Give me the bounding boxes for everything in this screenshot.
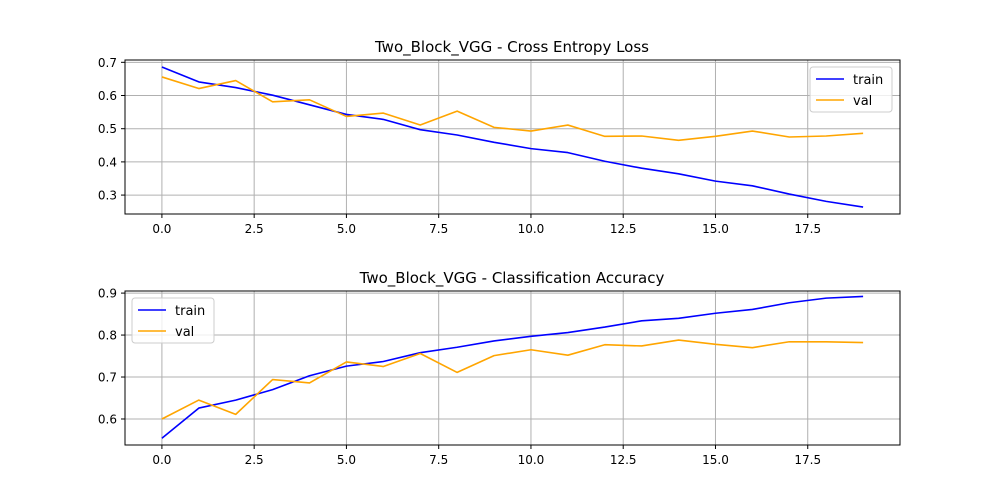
accuracy-chart-frame (124, 290, 901, 446)
accuracy-chart-grid (125, 291, 900, 445)
loss-chart-legend-label-train: train (853, 73, 883, 88)
loss-chart-y-tick-label: 0.7 (98, 56, 117, 70)
accuracy-chart-y-tick-label: 0.9 (98, 287, 117, 301)
accuracy-chart-title: Two_Block_VGG - Classification Accuracy (359, 269, 665, 288)
accuracy-chart-y-ticks: 0.6 0.7 0.8 0.9 (98, 287, 125, 426)
accuracy-chart-x-tick-label: 15.0 (702, 453, 729, 467)
loss-chart-legend-label-val: val (853, 94, 872, 109)
accuracy-chart-x-tick-label: 17.5 (794, 453, 821, 467)
accuracy-chart-legend-label-train: train (175, 304, 205, 319)
accuracy-chart-val-line (161, 339, 864, 420)
loss-chart-y-tick-label: 0.5 (98, 122, 117, 136)
loss-chart-y-tick-label: 0.6 (98, 89, 117, 103)
loss-chart-title: Two_Block_VGG - Cross Entropy Loss (374, 38, 649, 57)
accuracy-chart-x-tick-label: 5.0 (337, 453, 356, 467)
loss-chart-y-tick-label: 0.3 (98, 189, 117, 203)
accuracy-chart-y-tick-label: 0.6 (98, 412, 117, 426)
accuracy-chart-x-tick-label: 2.5 (245, 453, 264, 467)
accuracy-chart-train-line (161, 295, 864, 439)
accuracy-chart-y-tick-label: 0.7 (98, 371, 117, 385)
loss-chart-x-tick-label: 7.5 (429, 222, 448, 236)
loss-chart-x-tick-label: 17.5 (794, 222, 821, 236)
accuracy-chart-x-tick-label: 10.0 (518, 453, 545, 467)
loss-chart-x-tick-label: 5.0 (337, 222, 356, 236)
accuracy-chart-x-tick-label: 7.5 (429, 453, 448, 467)
loss-chart-y-ticks: 0.3 0.4 0.5 0.6 0.7 (98, 56, 125, 203)
accuracy-chart: Two_Block_VGG - Classification Accuracy … (98, 269, 901, 467)
accuracy-chart-x-tick-label: 0.0 (152, 453, 171, 467)
loss-chart-x-tick-label: 15.0 (702, 222, 729, 236)
loss-chart-frame (124, 59, 901, 215)
loss-chart-x-tick-label: 2.5 (245, 222, 264, 236)
accuracy-chart-legend-label-val: val (175, 325, 194, 340)
accuracy-chart-x-ticks: 0.0 2.5 5.0 7.5 10.0 12.5 15.0 17.5 (152, 445, 821, 467)
accuracy-chart-x-tick-label: 12.5 (610, 453, 637, 467)
loss-chart-val-line (161, 76, 864, 142)
loss-chart-legend: train val (809, 66, 893, 113)
accuracy-chart-y-tick-label: 0.8 (98, 329, 117, 343)
accuracy-chart-series (161, 295, 864, 439)
loss-chart-x-tick-label: 10.0 (518, 222, 545, 236)
loss-chart-x-tick-label: 12.5 (610, 222, 637, 236)
loss-chart: Two_Block_VGG - Cross Entropy Loss 0.0 2.… (98, 38, 901, 236)
loss-chart-series (161, 66, 864, 208)
accuracy-chart-legend: train val (131, 297, 215, 344)
loss-chart-y-tick-label: 0.4 (98, 155, 117, 169)
loss-chart-x-tick-label: 0.0 (152, 222, 171, 236)
loss-chart-x-ticks: 0.0 2.5 5.0 7.5 10.0 12.5 15.0 17.5 (152, 214, 821, 236)
loss-chart-train-line (161, 66, 864, 208)
